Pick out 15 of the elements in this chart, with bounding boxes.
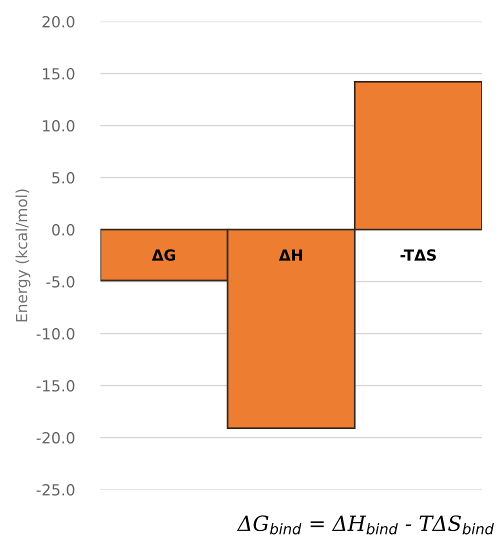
y-tick-label: 0.0 bbox=[52, 224, 74, 236]
y-tick-label: 20.0 bbox=[42, 16, 74, 28]
y-tick-label: -15.0 bbox=[36, 380, 74, 392]
x-tick-label: ΔH bbox=[278, 249, 302, 261]
y-tick-label: -10.0 bbox=[36, 328, 74, 340]
y-axis-title: Energy (kcal/mol) bbox=[16, 189, 30, 322]
y-tick-label: 15.0 bbox=[43, 68, 74, 80]
x-tick-label: ΔG bbox=[152, 249, 176, 261]
y-tick-label: 10.0 bbox=[43, 120, 74, 132]
text: ΔG$_{bind}$ = ΔH$_{bind}$ - TΔS$_{bind}$ bbox=[236, 515, 494, 534]
y-tick-label: -20.0 bbox=[36, 432, 74, 444]
y-tick-label: 5.0 bbox=[52, 172, 74, 184]
x-tick-label: -TΔS bbox=[400, 249, 436, 261]
y-tick-label: -5.0 bbox=[46, 276, 74, 288]
y-tick-label: -25.0 bbox=[36, 484, 74, 496]
